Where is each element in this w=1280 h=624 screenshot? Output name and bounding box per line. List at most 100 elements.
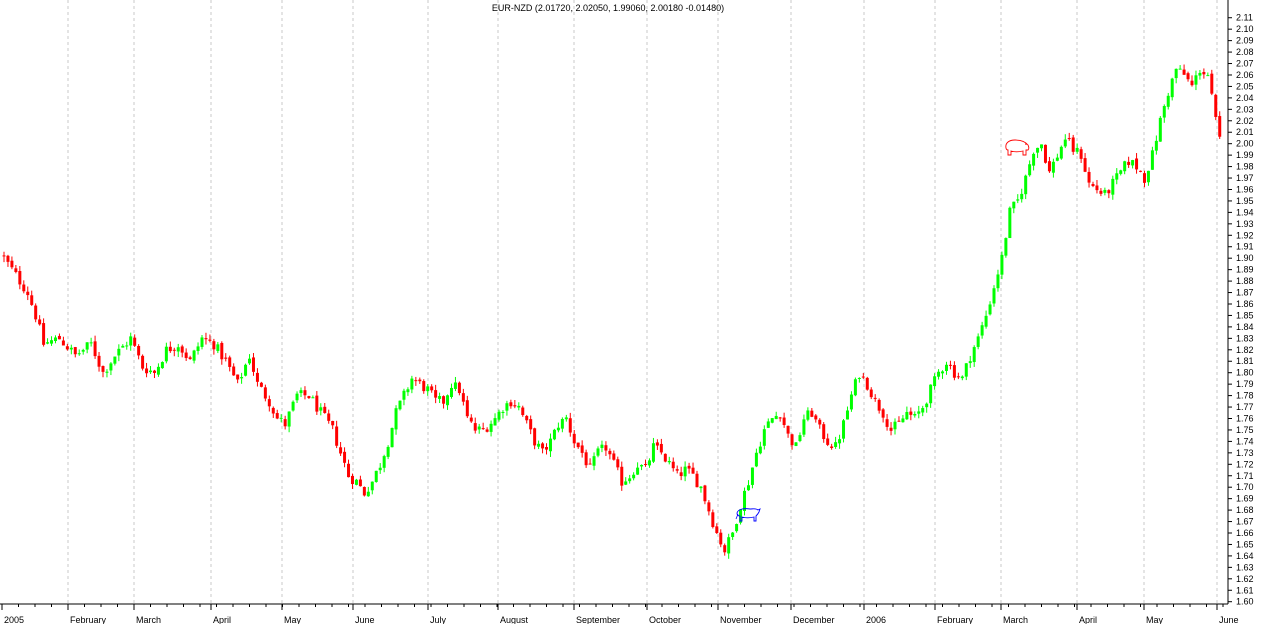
price-tick-label: 1.76	[1236, 413, 1254, 423]
candle	[556, 422, 560, 433]
candle-body	[529, 419, 533, 430]
candle-body	[1158, 117, 1162, 142]
candle	[707, 500, 711, 516]
date-tick-label: 2006	[866, 615, 886, 624]
candle-body	[897, 420, 901, 422]
candle-body	[93, 341, 97, 357]
candle-body	[707, 502, 711, 512]
candle-body	[6, 255, 10, 262]
candle-body	[172, 349, 176, 351]
candle-body	[77, 353, 81, 355]
candle	[533, 427, 537, 450]
candle-body	[1000, 254, 1004, 275]
candle	[251, 353, 255, 376]
candle	[1139, 170, 1143, 173]
candle-body	[865, 377, 869, 390]
candle	[172, 347, 176, 357]
candle	[948, 360, 952, 370]
candle-body	[861, 376, 865, 378]
candle-body	[481, 428, 485, 430]
candle	[168, 341, 172, 353]
candle	[339, 441, 343, 456]
candle	[438, 392, 442, 404]
candle-body	[612, 453, 616, 460]
candle	[457, 381, 461, 396]
candle	[1051, 158, 1055, 178]
candle	[1103, 187, 1107, 196]
candle-body	[968, 361, 972, 364]
candle	[564, 414, 568, 422]
candle-body	[271, 407, 275, 414]
candle	[188, 355, 192, 360]
candle-body	[473, 423, 477, 431]
candle	[917, 405, 921, 419]
candle	[1067, 132, 1071, 141]
candle	[295, 391, 299, 403]
candle-body	[1043, 144, 1047, 163]
candle-body	[521, 407, 525, 416]
candle	[632, 472, 636, 481]
candle-body	[42, 323, 46, 345]
candle-body	[750, 467, 754, 485]
candle	[548, 433, 552, 457]
candle	[386, 445, 390, 460]
candle	[909, 407, 913, 421]
candle-body	[240, 377, 244, 379]
price-tick-label: 2.06	[1236, 70, 1254, 80]
candle	[164, 342, 168, 364]
candle	[77, 349, 81, 356]
candle	[53, 335, 57, 344]
candle-body	[1040, 144, 1044, 149]
candle	[442, 395, 446, 409]
candle	[149, 366, 153, 374]
candle-body	[152, 370, 156, 373]
candle	[1004, 237, 1008, 258]
candle	[137, 344, 141, 360]
candle-body	[584, 452, 588, 466]
candle	[529, 415, 533, 435]
candle-body	[964, 363, 968, 377]
candle-body	[1166, 95, 1170, 107]
price-tick-label: 1.90	[1236, 253, 1254, 263]
candle	[184, 348, 188, 361]
candle	[85, 342, 89, 354]
candle-body	[501, 411, 505, 413]
candle	[513, 399, 517, 409]
candle-body	[1182, 69, 1186, 75]
candle	[1111, 175, 1115, 200]
candle-body	[1127, 161, 1131, 165]
candle-body	[988, 304, 992, 315]
candle-body	[299, 390, 303, 394]
candle	[901, 414, 905, 423]
candle	[1178, 65, 1182, 70]
candle-body	[620, 466, 624, 486]
candle	[315, 391, 319, 415]
candle	[937, 369, 941, 380]
candle-body	[1024, 175, 1028, 195]
candle	[572, 430, 576, 449]
candle	[509, 399, 513, 409]
date-tick-label: November	[720, 615, 762, 624]
candle-body	[905, 411, 909, 420]
candle	[1075, 143, 1079, 154]
candle	[537, 440, 541, 450]
candle	[929, 384, 933, 408]
candle-body	[564, 417, 568, 420]
candle-body	[224, 357, 228, 359]
candle-body	[180, 346, 184, 353]
date-tick-label: April	[1079, 615, 1097, 624]
candle	[703, 484, 707, 505]
candle-body	[513, 405, 517, 407]
candle-body	[944, 364, 948, 371]
price-tick-label: 1.73	[1236, 448, 1254, 458]
candle	[73, 346, 77, 358]
candle	[925, 402, 929, 413]
date-tick-label: March	[1003, 615, 1028, 624]
candle-body	[335, 426, 339, 446]
candle	[453, 376, 457, 392]
candle	[1032, 152, 1036, 171]
candle-body	[917, 411, 921, 414]
candle-body	[834, 442, 838, 447]
candle-body	[948, 364, 952, 366]
candle	[378, 463, 382, 474]
